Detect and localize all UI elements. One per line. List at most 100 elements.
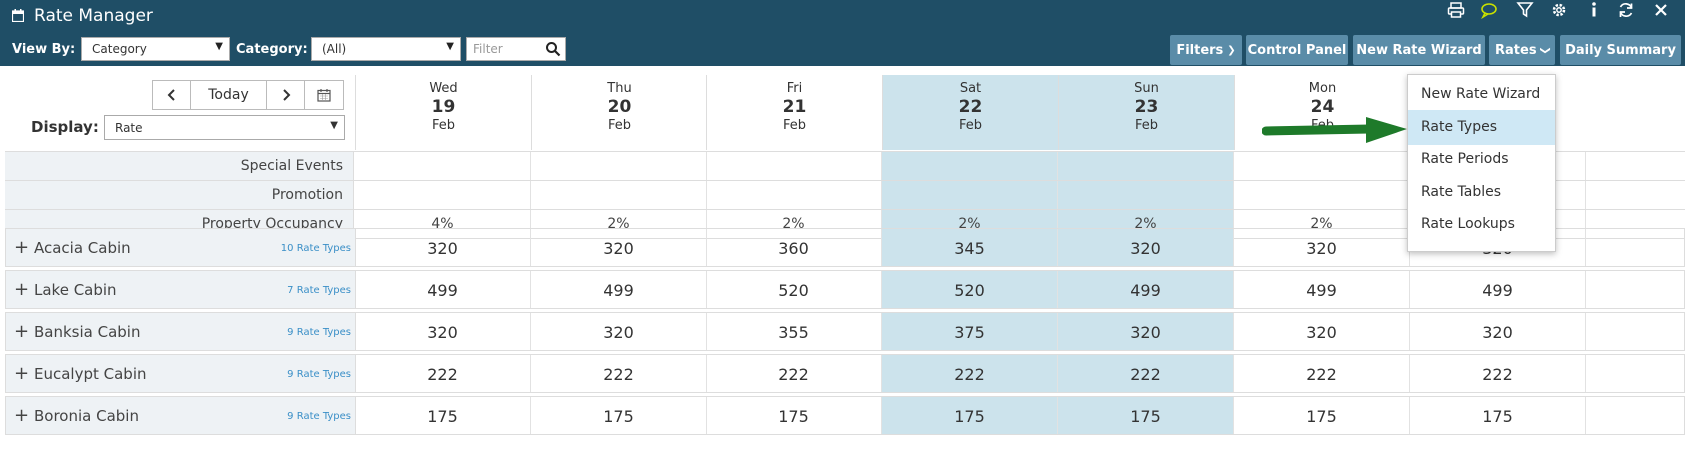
rate-cell[interactable]: 175 (531, 397, 707, 434)
day-header-sat: Sat 22 Feb (882, 75, 1058, 150)
table-row: + Acacia Cabin 10 Rate Types 320 320 360 345 32… (5, 228, 1685, 267)
rate-types-link[interactable]: 7 Rate Types (287, 285, 351, 296)
display-select[interactable]: Rate ▼ (104, 115, 345, 140)
rate-cell[interactable]: 520 (882, 271, 1058, 308)
rate-cell[interactable]: 175 (1410, 397, 1586, 434)
table-row: + Eucalypt Cabin 9 Rate Types 222 222 222 222 2… (5, 354, 1685, 393)
info-cell[interactable] (1234, 181, 1410, 210)
previous-button[interactable] (152, 80, 191, 110)
rates-button[interactable]: Rates ❯ (1489, 35, 1555, 65)
cabin-label: + Acacia Cabin 10 Rate Types (6, 229, 356, 266)
rate-cell[interactable]: 320 (1234, 229, 1410, 266)
day-number: 22 (958, 97, 983, 117)
rate-cell[interactable]: 320 (1234, 313, 1410, 350)
gear-icon[interactable] (1549, 0, 1569, 20)
rate-cell[interactable]: 222 (882, 355, 1058, 392)
rate-cell[interactable]: 499 (1234, 271, 1410, 308)
display-value: Rate (115, 121, 143, 135)
close-icon[interactable] (1651, 0, 1671, 20)
control-panel-button[interactable]: Control Panel (1246, 35, 1348, 65)
expand-plus-icon[interactable]: + (14, 237, 30, 258)
info-icon[interactable] (1584, 0, 1604, 20)
promotion-label: Promotion (5, 181, 354, 210)
info-cell[interactable] (355, 152, 531, 181)
day-number: 19 (431, 97, 456, 117)
comment-icon[interactable] (1479, 0, 1499, 20)
refresh-icon[interactable] (1616, 0, 1636, 20)
date-picker-button[interactable] (304, 80, 344, 110)
annotation-arrow-icon (1262, 117, 1407, 143)
rate-cell[interactable]: 345 (882, 229, 1058, 266)
info-cell[interactable] (882, 152, 1058, 181)
info-cell[interactable] (706, 181, 882, 210)
expand-plus-icon[interactable]: + (14, 363, 30, 384)
rate-cell[interactable]: 222 (1058, 355, 1234, 392)
rate-cell[interactable]: 175 (1058, 397, 1234, 434)
day-number: 23 (1134, 97, 1159, 117)
info-cell[interactable] (706, 152, 882, 181)
day-header-sun: Sun 23 Feb (1058, 75, 1234, 150)
info-cell[interactable] (1410, 181, 1586, 210)
menu-item-rate-periods[interactable]: Rate Periods (1421, 151, 1509, 167)
info-cell[interactable] (355, 181, 531, 210)
view-by-select[interactable]: Category ▼ (81, 37, 230, 61)
rate-cell[interactable]: 222 (355, 355, 531, 392)
rate-cell[interactable]: 320 (1410, 313, 1586, 350)
info-cell[interactable] (531, 152, 707, 181)
today-button[interactable]: Today (190, 80, 267, 110)
filter-input[interactable]: Filter (466, 37, 566, 61)
title-row: Rate Manager (0, 0, 1685, 32)
rate-types-link[interactable]: 9 Rate Types (287, 327, 351, 338)
menu-item-rate-tables[interactable]: Rate Tables (1421, 183, 1502, 200)
day-of-week: Wed (429, 81, 458, 96)
expand-plus-icon[interactable]: + (14, 405, 30, 426)
rate-cell[interactable]: 222 (531, 355, 707, 392)
rate-cell[interactable]: 320 (355, 229, 531, 266)
rate-types-link[interactable]: 10 Rate Types (280, 243, 351, 254)
rate-cell[interactable]: 499 (355, 271, 531, 308)
rate-cell[interactable]: 320 (531, 229, 707, 266)
rate-cell[interactable]: 499 (1058, 271, 1234, 308)
rate-cell[interactable]: 222 (1410, 355, 1586, 392)
info-cell[interactable] (531, 181, 707, 210)
rate-types-link[interactable]: 9 Rate Types (287, 411, 351, 422)
expand-plus-icon[interactable]: + (14, 279, 30, 300)
filters-button[interactable]: Filters ❯ (1170, 35, 1242, 65)
next-button[interactable] (266, 80, 305, 110)
expand-plus-icon[interactable]: + (14, 321, 30, 342)
rate-cell[interactable]: 499 (1410, 271, 1586, 308)
rate-cell[interactable]: 175 (706, 397, 882, 434)
rate-cell[interactable]: 360 (706, 229, 882, 266)
info-cell[interactable] (1234, 152, 1410, 181)
info-cell[interactable] (1410, 152, 1586, 181)
table-row: + Boronia Cabin 9 Rate Types 175 175 175 175 17… (5, 396, 1685, 435)
rate-cell[interactable]: 320 (531, 313, 707, 350)
category-select[interactable]: (All) ▼ (311, 37, 461, 61)
filter-icon[interactable] (1515, 0, 1535, 20)
info-cell[interactable] (882, 181, 1058, 210)
menu-item-rate-types[interactable]: Rate Types (1408, 109, 1555, 145)
rate-cell[interactable]: 222 (706, 355, 882, 392)
rate-cell[interactable]: 355 (706, 313, 882, 350)
print-icon[interactable] (1446, 0, 1466, 20)
rate-cell[interactable]: 320 (355, 313, 531, 350)
rate-cell[interactable]: 175 (1234, 397, 1410, 434)
search-icon[interactable] (545, 41, 561, 57)
new-rate-wizard-button[interactable]: New Rate Wizard (1353, 35, 1485, 65)
rate-cell[interactable]: 175 (355, 397, 531, 434)
info-cell[interactable] (1058, 181, 1234, 210)
rate-cell[interactable]: 520 (706, 271, 882, 308)
info-cell[interactable] (1058, 152, 1234, 181)
rate-cell[interactable]: 375 (882, 313, 1058, 350)
chevron-down-icon: ▼ (446, 41, 454, 52)
rate-types-link[interactable]: 9 Rate Types (287, 369, 351, 380)
menu-item-new-rate-wizard[interactable]: New Rate Wizard (1421, 86, 1541, 102)
daily-summary-button[interactable]: Daily Summary (1560, 35, 1681, 65)
cabin-name: Boronia Cabin (34, 407, 139, 425)
rate-cell[interactable]: 320 (1058, 313, 1234, 350)
rate-cell[interactable]: 175 (882, 397, 1058, 434)
rate-cell[interactable]: 222 (1234, 355, 1410, 392)
rate-cell[interactable]: 499 (531, 271, 707, 308)
rate-cell[interactable]: 320 (1058, 229, 1234, 266)
menu-item-rate-lookups[interactable]: Rate Lookups (1421, 216, 1515, 232)
